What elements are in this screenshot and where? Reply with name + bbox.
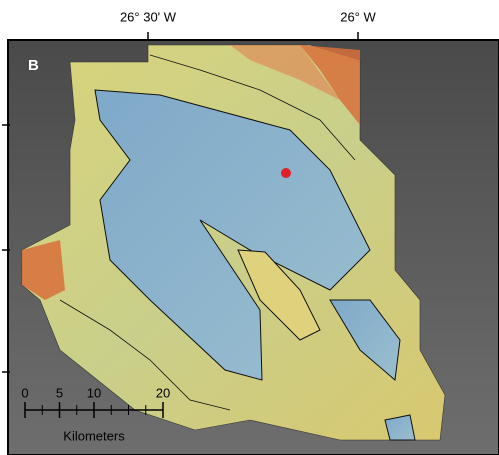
scale-tick-label: 5 xyxy=(56,385,63,400)
panel-label: B xyxy=(28,57,39,74)
scale-tick-label: 0 xyxy=(21,385,28,400)
site-marker xyxy=(281,168,291,178)
longitude-label: 26° 30' W xyxy=(120,9,177,24)
scale-tick-label: 10 xyxy=(87,385,101,400)
scale-tick-label: 20 xyxy=(156,385,170,400)
map: 26° 30' W 26° W B Kilometers 0 5 10 20 xyxy=(0,0,499,455)
scale-unit: Kilometers xyxy=(63,428,125,443)
longitude-label: 26° W xyxy=(340,9,376,24)
